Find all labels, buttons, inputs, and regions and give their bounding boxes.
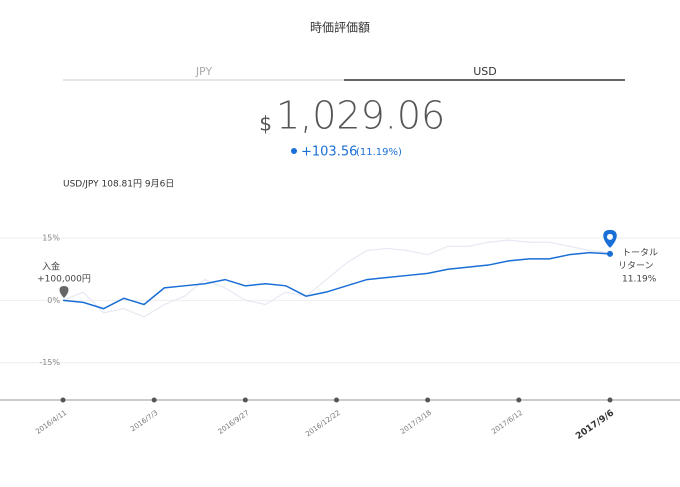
x-tick <box>516 397 522 403</box>
pin-hole <box>607 233 613 240</box>
annotation: +100,000円 <box>37 274 91 285</box>
x-tick <box>151 397 157 403</box>
change: +103.56 <box>301 145 357 160</box>
x-tick <box>60 397 66 403</box>
annotation: 入金 <box>42 261 60 273</box>
fx: USD/JPY 108.81円 9月6日 <box>63 179 174 190</box>
tab[interactable]: USD <box>473 65 497 78</box>
x-tick <box>425 397 431 403</box>
x-tick-label: 2017/6/12 <box>490 409 524 436</box>
x-tick-label: 2016/9/27 <box>217 409 251 436</box>
series-line <box>62 251 611 310</box>
annotation: トータル <box>622 248 658 259</box>
y-tick-label: 0% <box>47 296 60 305</box>
dot <box>291 148 297 154</box>
series-line <box>62 239 611 318</box>
x-tick-label: 2016/7/3 <box>129 409 159 434</box>
x-tick-label: 2016/4/11 <box>34 409 68 436</box>
annotation: 11.19% <box>622 275 657 285</box>
x-tick <box>607 397 613 403</box>
annotation: リターン <box>618 261 654 272</box>
currency: $ <box>259 112 272 136</box>
amount: 1,029.06 <box>276 94 445 138</box>
pin <box>59 286 69 298</box>
change-pct: (11.19%) <box>356 147 402 158</box>
y-tick-label: 15% <box>42 234 60 243</box>
x-tick <box>334 397 339 403</box>
x-tick <box>242 397 248 403</box>
tab[interactable]: JPY <box>195 65 213 78</box>
x-tick-label: 2017/3/18 <box>399 409 433 436</box>
x-tick-label: 2016/12/22 <box>304 409 342 439</box>
title: 時価評価額 <box>310 20 370 35</box>
y-tick-label: -15% <box>39 358 60 367</box>
end-point <box>607 250 613 257</box>
x-tick-label: 2017/9/6 <box>574 408 616 442</box>
